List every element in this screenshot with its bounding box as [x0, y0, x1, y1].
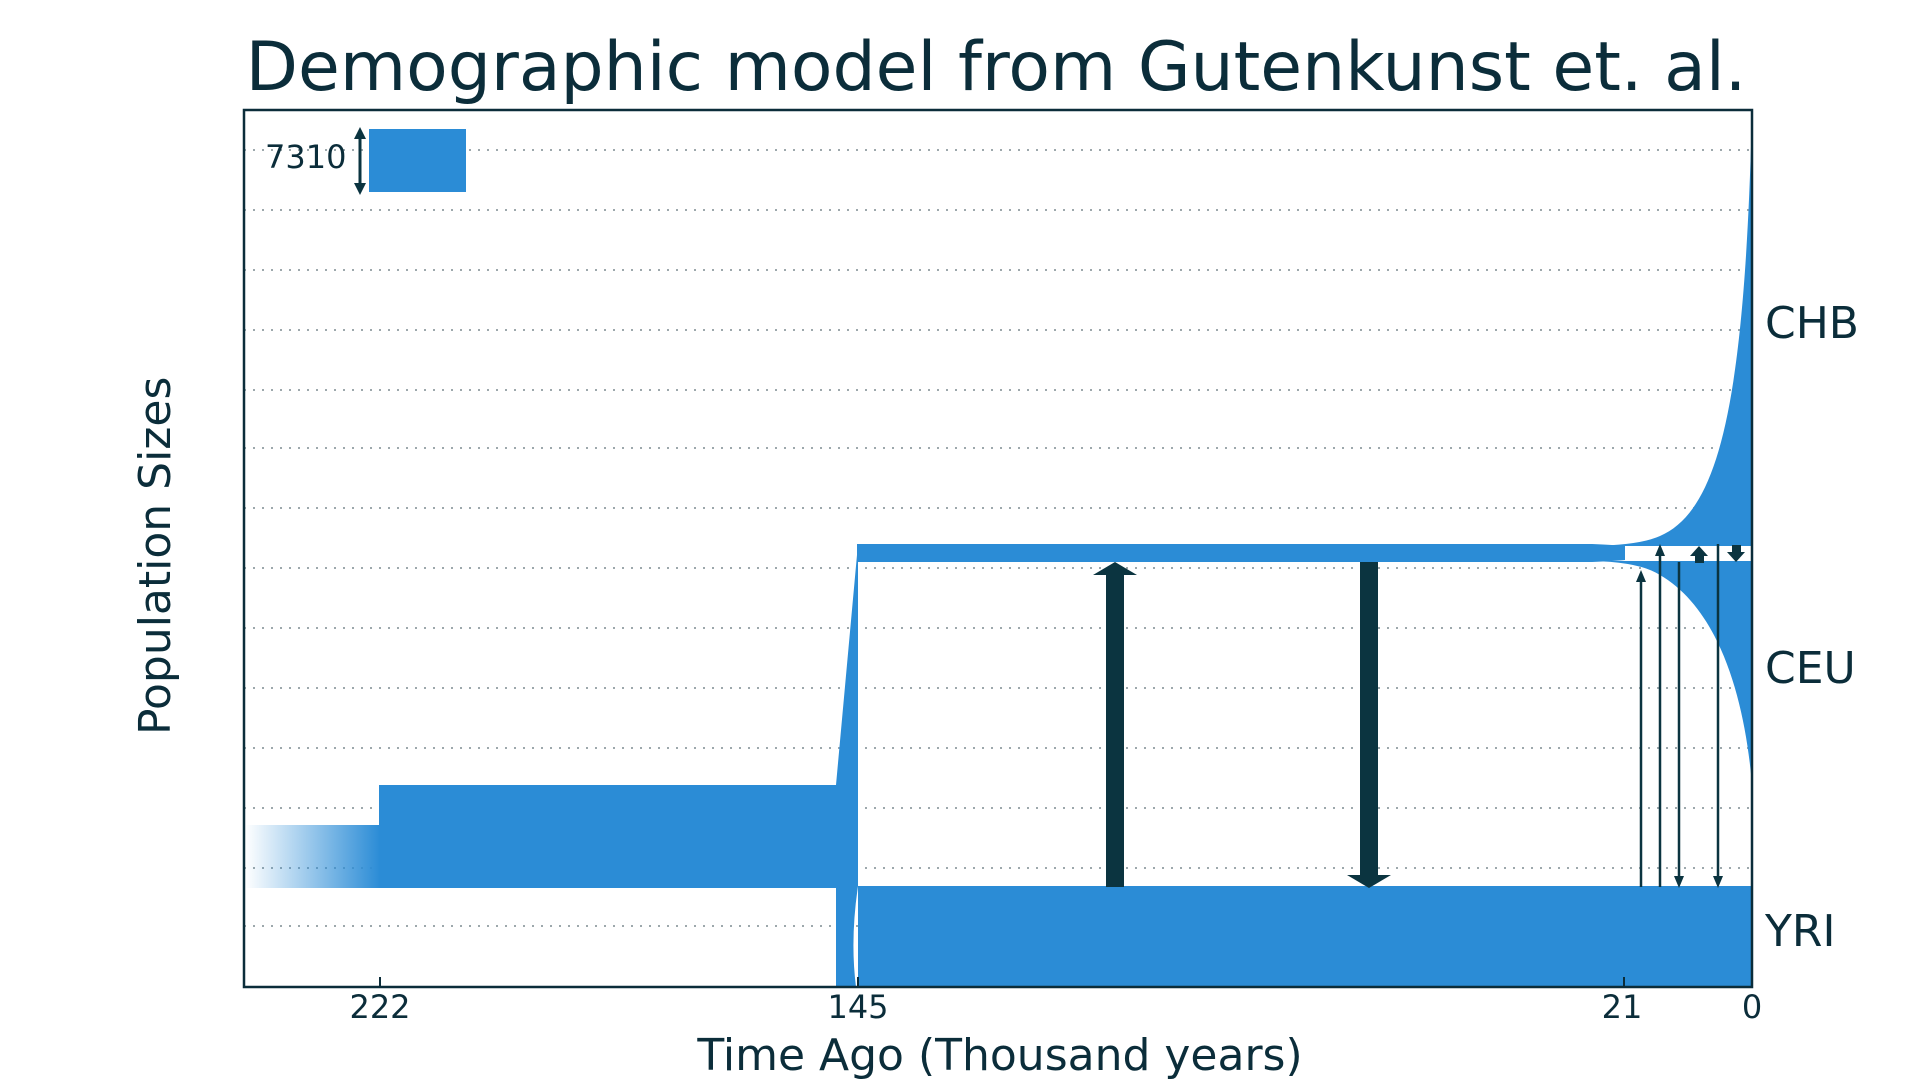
scale-bar-block — [369, 129, 466, 192]
plot-frame — [242, 108, 1754, 989]
migration-arrow-thin-2 — [1655, 544, 1665, 887]
yri-population-band — [858, 886, 1752, 987]
scale-bar-label: 7310 — [265, 138, 347, 176]
ancestral-expanded-block — [379, 785, 837, 888]
ceu-population-growth — [1592, 561, 1752, 785]
figure-title: Demographic model from Gutenkunst et. al… — [245, 28, 1747, 107]
x-tick-label-222: 222 — [349, 988, 411, 1026]
population-label-ceu: CEU — [1765, 643, 1856, 694]
population-label-yri: YRI — [1765, 906, 1836, 957]
split-145-taper — [836, 544, 858, 987]
scale-bar-arrow — [354, 127, 366, 195]
scale-bar — [354, 127, 466, 195]
migration-arrow-ceu-to-chb — [1690, 546, 1708, 563]
chb-ceu-split-gap — [1625, 546, 1752, 561]
y-axis-label: Population Sizes — [130, 376, 181, 735]
eurasian-population-band — [857, 544, 1625, 562]
population-label-chb: CHB — [1765, 298, 1859, 349]
x-tick-label-21: 21 — [1601, 988, 1643, 1026]
migration-arrow-chb-to-ceu — [1727, 545, 1745, 562]
x-axis-label: Time Ago (Thousand years) — [697, 1030, 1303, 1081]
migration-arrow-eurasian-to-yri — [1347, 562, 1391, 888]
x-tick-label-0: 0 — [1741, 988, 1763, 1026]
migration-arrow-yri-to-eurasian — [1093, 562, 1137, 887]
migration-arrow-thin-1 — [1636, 570, 1646, 887]
migration-arrows — [1093, 544, 1745, 888]
x-axis-ticks — [379, 977, 1753, 987]
x-tick-label-145: 145 — [827, 988, 889, 1026]
ancestral-population-block — [245, 825, 380, 888]
migration-arrow-thin-3 — [1674, 562, 1684, 888]
migration-arrow-thin-4 — [1713, 544, 1723, 888]
chb-population-growth — [1592, 110, 1752, 546]
